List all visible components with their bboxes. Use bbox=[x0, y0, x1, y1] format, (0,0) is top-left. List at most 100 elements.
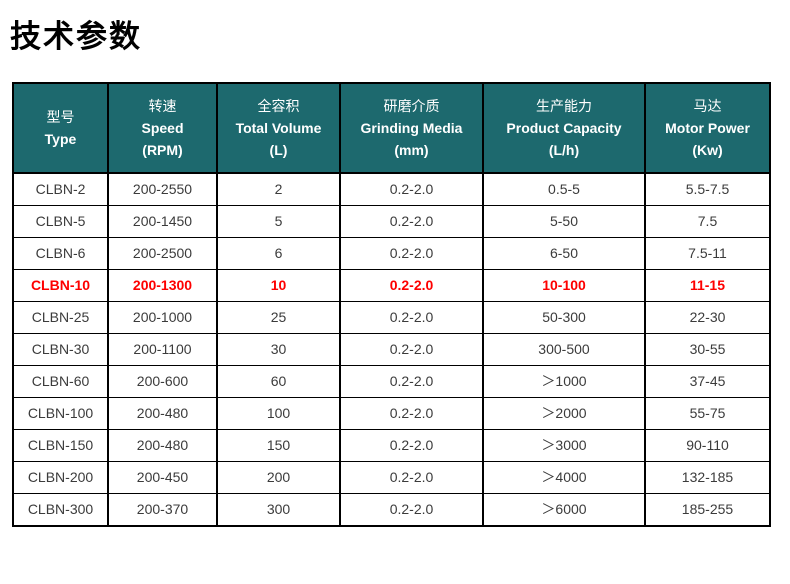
table-cell: 200-1100 bbox=[107, 332, 218, 366]
table-cell: 60 bbox=[216, 364, 341, 398]
table-cell: 0.2-2.0 bbox=[339, 428, 484, 462]
table-cell: 0.2-2.0 bbox=[339, 332, 484, 366]
table-cell: 7.5 bbox=[644, 204, 771, 238]
table-cell: 0.5-5 bbox=[482, 172, 646, 206]
column-header-unit: (L) bbox=[269, 141, 288, 158]
table-cell: 50-300 bbox=[482, 300, 646, 334]
table-cell: 200-480 bbox=[107, 428, 218, 462]
table-cell: 0.2-2.0 bbox=[339, 396, 484, 430]
table-cell: CLBN-2 bbox=[12, 172, 109, 206]
table-header-row: 型号 Type 转速 Speed (RPM) 全容积 Total Volume (L) 研磨介质… bbox=[12, 82, 771, 174]
table-cell: 0.2-2.0 bbox=[339, 268, 484, 302]
table-cell: CLBN-30 bbox=[12, 332, 109, 366]
table-cell: 90-110 bbox=[644, 428, 771, 462]
table-cell: 132-185 bbox=[644, 460, 771, 494]
table-cell: 0.2-2.0 bbox=[339, 364, 484, 398]
table-row: CLBN-30 200-1100 30 0.2-2.0 300-500 30-55 bbox=[12, 332, 771, 366]
table-cell: 200-450 bbox=[107, 460, 218, 494]
column-header-en: Total Volume bbox=[235, 119, 322, 136]
table-cell: ＞6000 bbox=[482, 492, 646, 527]
table-cell: 30-55 bbox=[644, 332, 771, 366]
column-header-en: Speed bbox=[141, 119, 184, 136]
column-header-zh: 型号 bbox=[46, 108, 75, 125]
table-row: CLBN-25 200-1000 25 0.2-2.0 50-300 22-30 bbox=[12, 300, 771, 334]
table-cell: 200-1450 bbox=[107, 204, 218, 238]
column-header-1: 型号 Type bbox=[12, 82, 109, 174]
table-cell: CLBN-200 bbox=[12, 460, 109, 494]
column-header-2: 转速 Speed (RPM) bbox=[107, 82, 218, 174]
column-header-zh: 马达 bbox=[693, 97, 722, 114]
table-cell: 6-50 bbox=[482, 236, 646, 270]
table-cell: 55-75 bbox=[644, 396, 771, 430]
table-cell: ＞3000 bbox=[482, 428, 646, 462]
column-header-zh: 生产能力 bbox=[536, 97, 592, 114]
table-cell: 100 bbox=[216, 396, 341, 430]
table-cell: 300-500 bbox=[482, 332, 646, 366]
table-cell: CLBN-5 bbox=[12, 204, 109, 238]
table-cell: 25 bbox=[216, 300, 341, 334]
column-header-en: Product Capacity bbox=[506, 119, 622, 136]
table-cell: 0.2-2.0 bbox=[339, 236, 484, 270]
column-header-unit: (L/h) bbox=[548, 141, 580, 158]
table-cell: 200-2500 bbox=[107, 236, 218, 270]
table-row: CLBN-200 200-450 200 0.2-2.0 ＞4000 132-185 bbox=[12, 460, 771, 494]
table-row: CLBN-150 200-480 150 0.2-2.0 ＞3000 90-110 bbox=[12, 428, 771, 462]
column-header-5: 生产能力 Product Capacity (L/h) bbox=[482, 82, 646, 174]
table-row: CLBN-100 200-480 100 0.2-2.0 ＞2000 55-75 bbox=[12, 396, 771, 430]
table-cell: 6 bbox=[216, 236, 341, 270]
table-cell: CLBN-25 bbox=[12, 300, 109, 334]
table-row: CLBN-60 200-600 60 0.2-2.0 ＞1000 37-45 bbox=[12, 364, 771, 398]
table-cell: 5 bbox=[216, 204, 341, 238]
column-header-unit: (mm) bbox=[394, 141, 429, 158]
column-header-unit: (Kw) bbox=[692, 141, 723, 158]
table-cell: 300 bbox=[216, 492, 341, 527]
table-cell: 0.2-2.0 bbox=[339, 172, 484, 206]
column-header-3: 全容积 Total Volume (L) bbox=[216, 82, 341, 174]
table-cell: 0.2-2.0 bbox=[339, 460, 484, 494]
table-cell: ＞2000 bbox=[482, 396, 646, 430]
table-cell: 200-480 bbox=[107, 396, 218, 430]
table-cell: 200-370 bbox=[107, 492, 218, 527]
table-cell: 185-255 bbox=[644, 492, 771, 527]
table-cell: 200-2550 bbox=[107, 172, 218, 206]
column-header-zh: 全容积 bbox=[257, 97, 300, 114]
column-header-en: Grinding Media bbox=[360, 119, 463, 136]
table-cell: 0.2-2.0 bbox=[339, 204, 484, 238]
table-cell: CLBN-6 bbox=[12, 236, 109, 270]
page-title: 技术参数 bbox=[10, 19, 142, 54]
table-cell: CLBN-60 bbox=[12, 364, 109, 398]
table-cell: CLBN-150 bbox=[12, 428, 109, 462]
table-cell: 7.5-11 bbox=[644, 236, 771, 270]
column-header-en: Motor Power bbox=[665, 119, 750, 136]
table-cell: 30 bbox=[216, 332, 341, 366]
column-header-zh: 研磨介质 bbox=[383, 97, 440, 114]
column-header-6: 马达 Motor Power (Kw) bbox=[644, 82, 771, 174]
table-cell: 0.2-2.0 bbox=[339, 492, 484, 527]
table-cell: 5.5-7.5 bbox=[644, 172, 771, 206]
column-header-zh: 转速 bbox=[148, 97, 177, 114]
column-header-en: Type bbox=[44, 130, 77, 147]
table-cell: 11-15 bbox=[644, 268, 771, 302]
table-cell: 2 bbox=[216, 172, 341, 206]
specs-table: 型号 Type 转速 Speed (RPM) 全容积 Total Volume (L) 研磨介质… bbox=[12, 81, 771, 527]
table-cell: 200-1000 bbox=[107, 300, 218, 334]
table-row: CLBN-10 200-1300 10 0.2-2.0 10-100 11-15 bbox=[12, 268, 771, 302]
table-body: CLBN-2 200-2550 2 0.2-2.0 0.5-5 5.5-7.5 CLBN-5… bbox=[12, 172, 771, 527]
table-row: CLBN-300 200-370 300 0.2-2.0 ＞6000 185-255 bbox=[12, 492, 771, 527]
column-header-unit: (RPM) bbox=[142, 141, 183, 158]
table-cell: 200-1300 bbox=[107, 268, 218, 302]
table-cell: CLBN-300 bbox=[12, 492, 109, 527]
table-cell: 10 bbox=[216, 268, 341, 302]
table-cell: 0.2-2.0 bbox=[339, 300, 484, 334]
table-cell: CLBN-100 bbox=[12, 396, 109, 430]
table-cell: 10-100 bbox=[482, 268, 646, 302]
table-row: CLBN-6 200-2500 6 0.2-2.0 6-50 7.5-11 bbox=[12, 236, 771, 270]
column-header-4: 研磨介质 Grinding Media (mm) bbox=[339, 82, 484, 174]
table-cell: ＞1000 bbox=[482, 364, 646, 398]
table-cell: 200 bbox=[216, 460, 341, 494]
table-cell: 22-30 bbox=[644, 300, 771, 334]
table-cell: 200-600 bbox=[107, 364, 218, 398]
table-cell: ＞4000 bbox=[482, 460, 646, 494]
table-cell: CLBN-10 bbox=[12, 268, 109, 302]
